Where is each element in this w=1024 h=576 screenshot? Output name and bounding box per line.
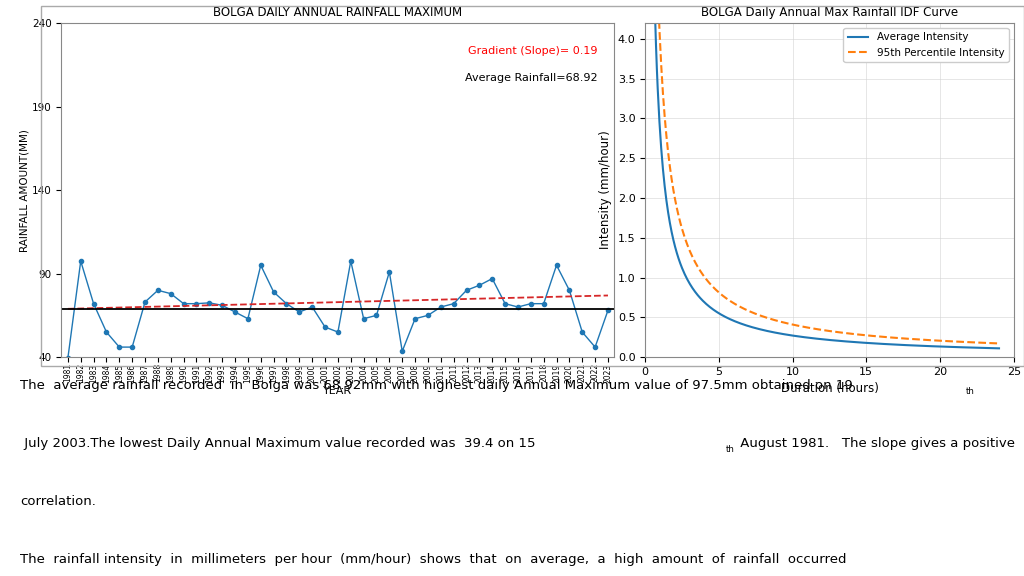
95th Percentile Intensity <box>898 335 910 342</box>
95th Percentile Intensity <box>864 332 877 339</box>
Line: 95th Percentile Intensity: 95th Percentile Intensity <box>652 0 999 343</box>
Text: Average Rainfall=68.92: Average Rainfall=68.92 <box>465 73 598 83</box>
Text: Gradient (Slope)= 0.19: Gradient (Slope)= 0.19 <box>468 47 598 56</box>
Average Intensity <box>896 342 908 348</box>
Average Intensity <box>688 287 700 294</box>
Text: The  average rainfall recorded  in  Bolga was 68.92mm with highest daily Annual : The average rainfall recorded in Bolga w… <box>20 379 853 392</box>
Text: correlation.: correlation. <box>20 495 96 508</box>
Text: th: th <box>726 445 735 454</box>
95th Percentile Intensity <box>896 335 908 342</box>
Y-axis label: Intensity (mm/hour): Intensity (mm/hour) <box>599 131 612 249</box>
X-axis label: Duration (hours): Duration (hours) <box>780 382 879 395</box>
95th Percentile Intensity <box>993 340 1006 347</box>
Average Intensity <box>898 342 910 348</box>
Text: The  rainfall intensity  in  millimeters  per hour  (mm/hour)  shows  that  on  : The rainfall intensity in millimeters pe… <box>20 553 847 566</box>
Title: BOLGA DAILY ANNUAL RAINFALL MAXIMUM: BOLGA DAILY ANNUAL RAINFALL MAXIMUM <box>213 6 463 19</box>
Title: BOLGA Daily Annual Max Rainfall IDF Curve: BOLGA Daily Annual Max Rainfall IDF Curv… <box>700 6 958 19</box>
X-axis label: YEAR: YEAR <box>324 385 352 396</box>
Text: August 1981.   The slope gives a positive: August 1981. The slope gives a positive <box>736 437 1015 450</box>
Y-axis label: RAINFALL AMOUNT(MM): RAINFALL AMOUNT(MM) <box>19 128 30 252</box>
Average Intensity <box>759 327 771 334</box>
95th Percentile Intensity <box>688 257 700 264</box>
95th Percentile Intensity <box>759 314 771 321</box>
Average Intensity <box>993 345 1006 352</box>
Average Intensity <box>783 332 796 339</box>
Legend: Average Intensity, 95th Percentile Intensity: Average Intensity, 95th Percentile Inten… <box>844 28 1009 62</box>
Line: Average Intensity: Average Intensity <box>652 0 999 348</box>
Text: th: th <box>967 387 975 396</box>
Text: July 2003.The lowest Daily Annual Maximum value recorded was  39.4 on 15: July 2003.The lowest Daily Annual Maximu… <box>20 437 536 450</box>
95th Percentile Intensity <box>783 320 796 327</box>
Average Intensity <box>864 340 877 347</box>
